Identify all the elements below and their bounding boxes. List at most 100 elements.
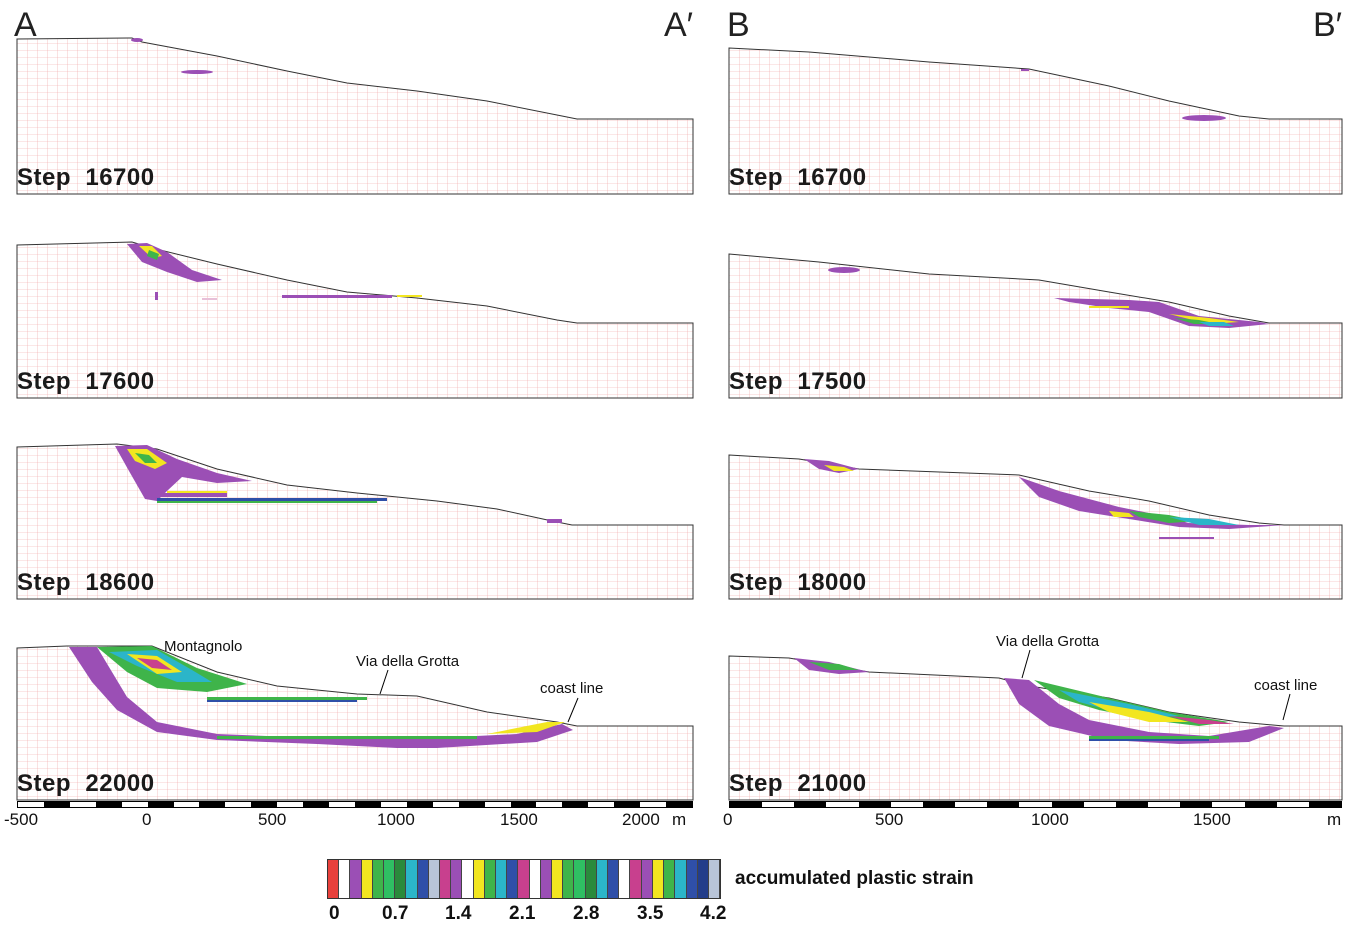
legend-swatch: [361, 860, 373, 898]
legend-swatch: [484, 860, 497, 898]
step-label: Step 16700: [17, 164, 155, 191]
leader-line: [1282, 693, 1291, 721]
legend-swatch: [652, 860, 665, 898]
cross-section-b-step4: [728, 655, 1343, 801]
legend-swatch: [384, 860, 396, 898]
strain-zone: [809, 662, 859, 670]
axis-left-tick: 1500: [500, 810, 538, 829]
strain-band: [1089, 739, 1209, 741]
strain-zone: [1109, 511, 1134, 517]
legend-swatch: [619, 860, 631, 898]
annotation-coast-line-left: coast line: [540, 680, 604, 697]
step-label: Step 18600: [17, 569, 155, 596]
annotation-via-della-grotta-left: Via della Grotta: [356, 653, 460, 670]
strain-zone: [137, 658, 172, 670]
legend-swatch: [339, 860, 351, 898]
legend-swatch: [675, 860, 687, 898]
strain-patch: [1182, 115, 1226, 121]
axis-right-tick: 1500: [1193, 810, 1231, 829]
strain-patch: [828, 267, 860, 273]
strain-zone: [135, 453, 157, 463]
legend-swatch: [417, 860, 429, 898]
strain-patch: [1021, 69, 1029, 71]
legend-swatch: [641, 860, 653, 898]
strain-patch: [131, 38, 143, 42]
legend-swatch: [372, 860, 385, 898]
axis-left-tick: -500: [4, 810, 39, 829]
legend-swatch: [708, 860, 721, 898]
legend-swatch: [664, 860, 676, 898]
legend-swatch: [462, 860, 474, 898]
cross-section-b-step3: [728, 454, 1343, 600]
axis-left-tick: 0: [142, 810, 152, 829]
legend-swatch: [585, 860, 597, 898]
step-label: Step 18000: [729, 569, 867, 596]
strain-band: [207, 700, 357, 702]
cross-section-a-step3: [16, 443, 694, 600]
panel-a-step1: Step 16700: [16, 36, 694, 195]
legend-swatch: [440, 860, 452, 898]
axis-right-tick: 500: [875, 810, 904, 829]
annotation-montagnolo: Montagnolo: [164, 638, 243, 655]
scale-bar-right: [729, 801, 1342, 808]
axis-left-tick: 1000: [377, 810, 415, 829]
strain-band: [147, 493, 227, 497]
strain-zone: [824, 465, 854, 471]
legend-swatch: [608, 860, 620, 898]
panel-a-step2: Step 17600: [16, 240, 694, 399]
legend-swatch: [574, 860, 586, 898]
step-label: Step 22000: [17, 770, 155, 797]
strain-zone: [1169, 517, 1239, 525]
panel-b-step2: Step 17500: [728, 240, 1343, 399]
strain-patch: [155, 292, 158, 300]
section-b-end-label: B′: [1313, 6, 1343, 44]
legend-swatch: [552, 860, 564, 898]
legend-swatch: [451, 860, 463, 898]
strain-zone: [1199, 322, 1234, 326]
panel-b-step1: Step 16700: [728, 36, 1343, 195]
strain-band: [207, 697, 367, 700]
legend-tick: 4.2: [700, 903, 727, 924]
strain-zone: [1059, 690, 1179, 718]
annotation-via-della-grotta-right: Via della Grotta: [996, 633, 1100, 650]
axis-left-tick: 500: [258, 810, 287, 829]
strain-zone: [487, 722, 565, 734]
axis-right-tick: 0: [723, 810, 733, 829]
legend-title: accumulated plastic strain: [735, 868, 974, 889]
legend-swatch: [563, 860, 575, 898]
strain-zone: [1169, 314, 1239, 324]
leader-line: [567, 697, 579, 723]
legend-swatch: [507, 860, 519, 898]
strain-band: [157, 498, 387, 501]
step-label: Step 17600: [17, 368, 155, 395]
strain-patch: [202, 298, 217, 300]
legend-swatch: [406, 860, 418, 898]
legend-tick: 0: [329, 903, 340, 924]
annotation-coast-line-right: coast line: [1254, 677, 1318, 694]
strain-zone: [1089, 702, 1189, 722]
cross-section-a-step4: [16, 645, 694, 801]
scale-bar-left: [17, 801, 693, 808]
panel-b-step3: Step 18000: [728, 441, 1343, 600]
legend-tick: 2.8: [573, 903, 600, 924]
section-a-end-label: A′: [664, 6, 694, 44]
legend-swatch: [596, 860, 609, 898]
legend-swatch: [540, 860, 553, 898]
strain-band: [217, 736, 477, 739]
legend-swatch: [697, 860, 709, 898]
axis-right-unit: m: [1327, 810, 1342, 829]
strain-patch: [181, 70, 213, 74]
legend-swatch: [395, 860, 407, 898]
strain-band: [1159, 537, 1214, 539]
section-b-start-label: B: [727, 6, 750, 44]
step-label: Step 21000: [729, 770, 867, 797]
strain-zone: [1169, 716, 1234, 724]
strain-band: [1089, 306, 1129, 308]
cross-section-b-step2: [728, 253, 1343, 399]
legend-swatch: [630, 860, 642, 898]
panel-a-step4: Step 22000: [16, 642, 694, 801]
strain-band: [397, 295, 422, 297]
cross-section-a-step2: [16, 241, 694, 399]
section-a-start-label: A: [14, 6, 37, 44]
